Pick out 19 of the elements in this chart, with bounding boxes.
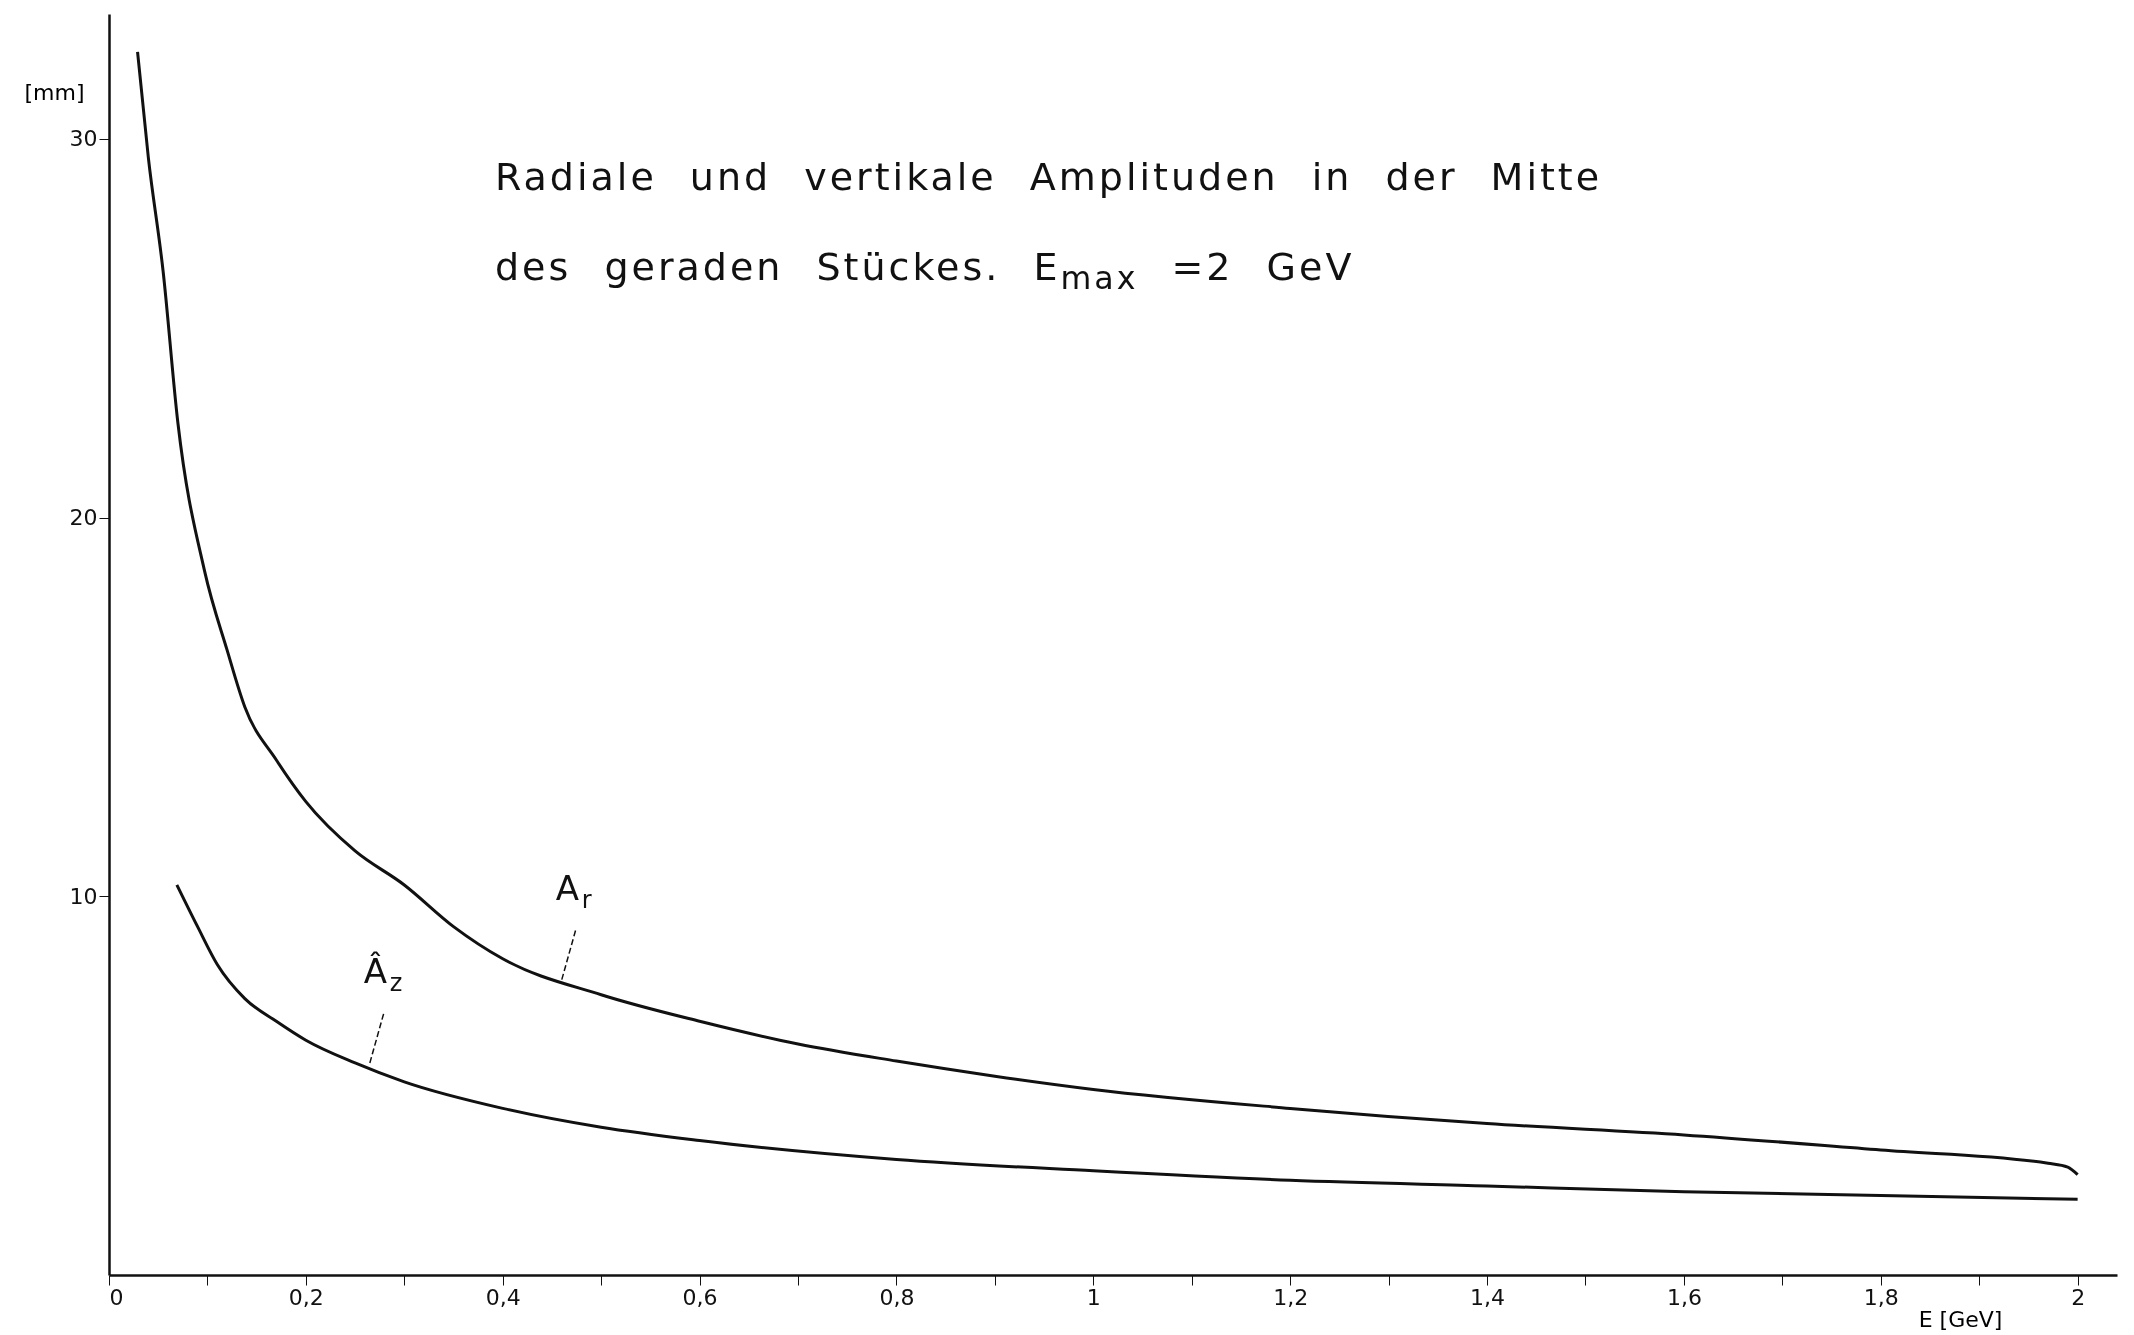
x-tick-label: 0,6 [682,1284,718,1310]
x-axis-title: E [GeV] [1918,1306,2003,1332]
x-tick-label: 1,6 [1666,1284,1702,1310]
x-tick-label: 1 [1086,1284,1101,1310]
text: des geraden Stückes. E$_{max}$ =2 GeV [495,245,1355,296]
x-tick-label: 0,4 [485,1284,521,1310]
x-tick-label: 0 [109,1284,124,1310]
x-tick-label: 1,2 [1273,1284,1309,1310]
x-tick-label: 1,8 [1863,1284,1899,1310]
text: Radiale und vertikale Amplituden in der Mitte [495,155,1603,199]
y-tick-label: 10 [69,883,98,909]
y-axis-title: [mm] [24,79,85,105]
x-tick-label: 0,8 [879,1284,915,1310]
y-tick-label: 20 [69,505,98,531]
y-tick-label: 30 [69,126,98,152]
line-series [136,50,2080,1177]
x-tick-label: 0,2 [288,1284,324,1310]
x-tick-label: 2 [2071,1284,2086,1310]
x-tick-label: 1,4 [1470,1284,1506,1310]
